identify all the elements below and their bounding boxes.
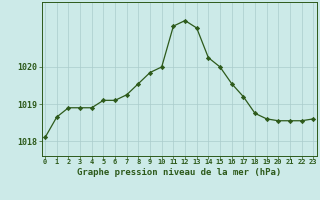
X-axis label: Graphe pression niveau de la mer (hPa): Graphe pression niveau de la mer (hPa) [77, 168, 281, 177]
